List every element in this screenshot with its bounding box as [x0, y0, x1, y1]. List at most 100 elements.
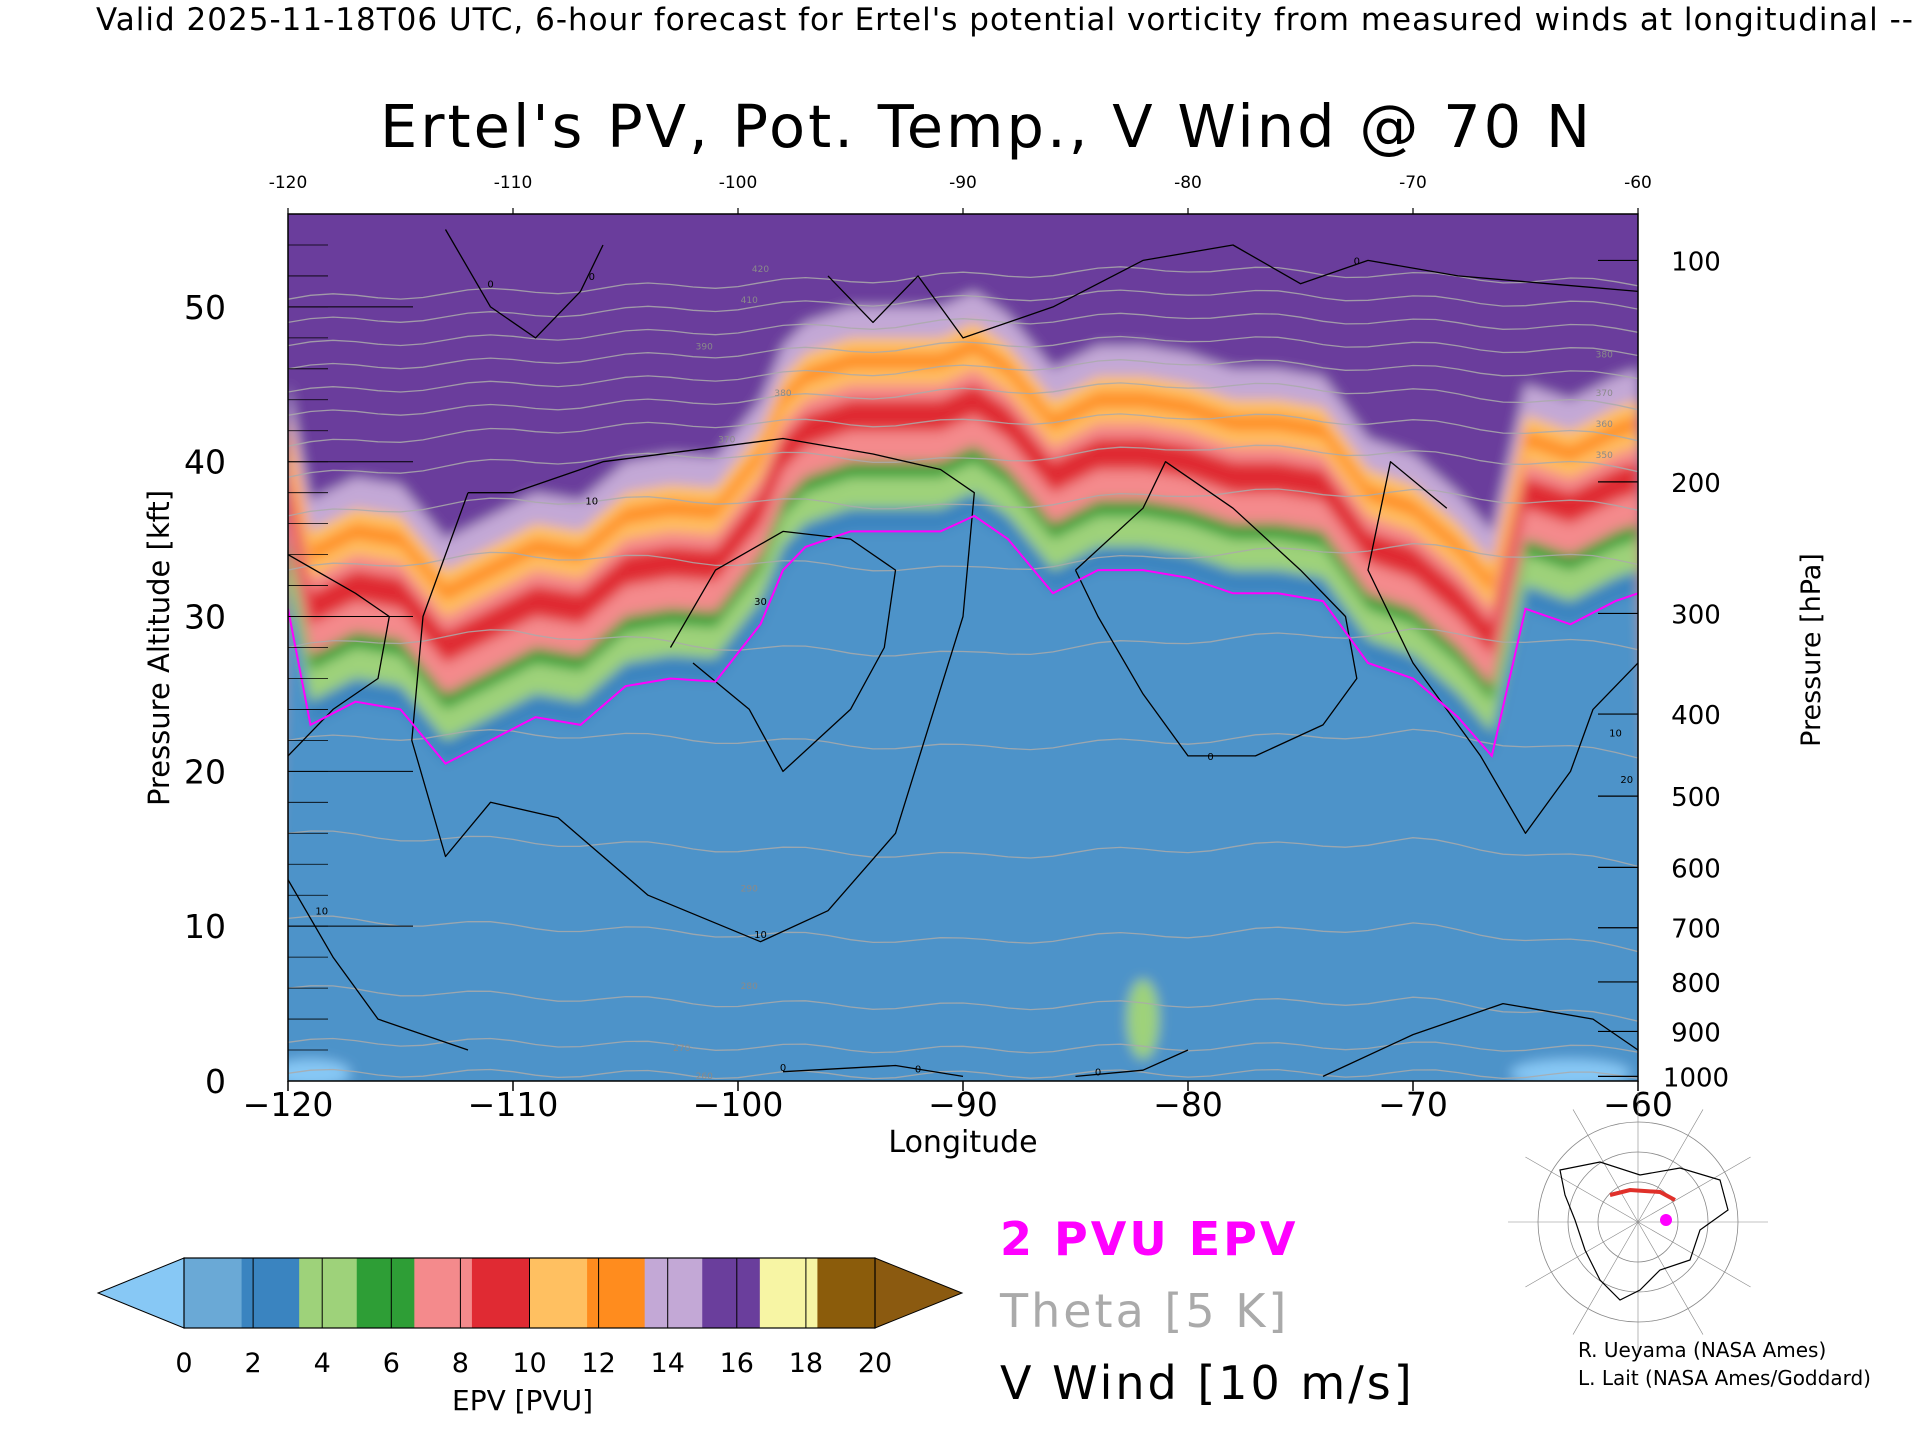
theta-contour-310 [288, 728, 1638, 759]
pressure-tick-label: 100 [1671, 247, 1721, 277]
theta-contour-260 [288, 1068, 1638, 1080]
map-coastline [1559, 1161, 1729, 1301]
map-section-line [1609, 1187, 1676, 1202]
v-wind-contour [288, 879, 469, 1051]
theta-contour-label: 280 [741, 982, 758, 992]
theta-contour-390 [288, 335, 1638, 370]
v-wind-contour-label: 0 [589, 272, 595, 283]
legend-epv-2pvu: 2 PVU EPV [1000, 1212, 1299, 1266]
epv-band-layers [288, 214, 1638, 1081]
theta-contour-label: 370 [1596, 389, 1613, 399]
v-wind-contour-label: 0 [1095, 1068, 1101, 1079]
colorbar-tick-label: 16 [720, 1348, 754, 1379]
v-wind-contour-label: 0 [487, 280, 493, 291]
pressure-tick-label: 400 [1671, 701, 1721, 731]
x-tick-label: −110 [468, 1085, 559, 1124]
theta-contour-290 [288, 915, 1638, 953]
theta-contour-label: 350 [1596, 451, 1613, 461]
theta-contour-330 [288, 542, 1638, 572]
epv-2pvu-contour [288, 514, 1638, 765]
theta-contour-label: 420 [752, 265, 769, 275]
colorbar-segment [414, 1258, 473, 1328]
theta-contour-label: 270 [673, 1044, 690, 1054]
pressure-tick-label: 300 [1671, 600, 1721, 630]
pressure-tick-label: 800 [1671, 969, 1721, 999]
epv-2pvu-line [288, 514, 1638, 765]
theta-contour-label: 360 [1596, 420, 1613, 430]
x-tick-label: −100 [693, 1085, 784, 1124]
v-wind-contour-label: 10 [1609, 729, 1622, 740]
v-wind-contour-label: 0 [1354, 256, 1360, 267]
v-wind-contour-label: 10 [754, 930, 767, 941]
y-tick-label: 20 [184, 752, 226, 791]
chart-title: Ertel's PV, Pot. Temp., V Wind @ 70 N [380, 92, 1594, 161]
legend-theta: Theta [5 K] [1000, 1284, 1290, 1338]
credit-line-2: L. Lait (NASA Ames/Goddard) [1578, 1366, 1871, 1390]
epv-filled-contours [288, 214, 1638, 1081]
v-wind-contour-label: 10 [585, 496, 598, 507]
v-wind-contour-label: 0 [915, 1065, 921, 1076]
theta-contour-420 [288, 266, 1638, 300]
colorbar-segment [702, 1258, 761, 1328]
theta-contour-label: 380 [1596, 350, 1613, 360]
top-x-tick-label: -60 [1624, 173, 1652, 193]
colorbar-segment [299, 1258, 358, 1328]
colorbar-segment [529, 1258, 588, 1328]
epv-band-surface [1127, 979, 1159, 1060]
v-wind-contour-label: 0 [1207, 752, 1213, 763]
v-wind-contour [827, 244, 1638, 339]
map-meridian [1637, 1221, 1751, 1288]
pressure-tick-label: 600 [1671, 854, 1721, 884]
pressure-tick-label: 200 [1671, 469, 1721, 499]
top-x-tick-label: -80 [1174, 173, 1202, 193]
v-wind-contour [1322, 1002, 1638, 1077]
colorbar-tick-label: 8 [452, 1348, 469, 1379]
top-x-tick-label: -110 [494, 173, 533, 193]
v-wind-contour [444, 229, 604, 339]
colorbar-label: EPV [PVU] [452, 1384, 594, 1417]
map-meridian [1637, 1221, 1704, 1335]
right-axis-label: Pressure [hPa] [1796, 553, 1827, 747]
theta-contour-400 [288, 312, 1638, 347]
colorbar-segment [241, 1258, 300, 1328]
x-axis-label: Longitude [888, 1125, 1037, 1160]
map-meridian [1637, 1156, 1751, 1223]
colorbar-tick-label: 4 [314, 1348, 331, 1379]
v-wind-contours [288, 229, 1638, 1078]
y-tick-label: 0 [205, 1062, 226, 1101]
theta-contour-360 [288, 413, 1638, 447]
colorbar-tick-label: 20 [858, 1348, 892, 1379]
map-meridian [1572, 1221, 1639, 1335]
theta-contour-label: 380 [774, 389, 791, 399]
y-tick-label: 50 [184, 288, 226, 327]
epv-band-troposphere [288, 515, 1638, 1081]
colorbar-tick-label: 2 [245, 1348, 262, 1379]
legend-v-wind: V Wind [10 m/s] [1000, 1356, 1415, 1410]
colorbar-tick-label: 10 [512, 1348, 546, 1379]
theta-contour-label: 390 [696, 343, 713, 353]
colorbar-segment [587, 1258, 646, 1328]
y-axis-label: Pressure Altitude [kft] [142, 490, 176, 806]
v-wind-contour [782, 1064, 964, 1078]
map-meridian [1525, 1221, 1639, 1288]
colorbar-tick-label: 12 [581, 1348, 615, 1379]
theta-contour-270 [288, 1037, 1638, 1054]
y-tick-label: 30 [184, 598, 226, 637]
forecast-valid-header: Valid 2025-11-18T06 UTC, 6-hour forecast… [96, 2, 1920, 38]
theta-contour-label: 290 [741, 884, 758, 894]
theta-contour-350 [288, 444, 1638, 478]
pressure-tick-label: 900 [1671, 1018, 1721, 1048]
v-wind-contour-label: 0 [780, 1063, 786, 1074]
theta-contour-380 [288, 359, 1638, 393]
epv-colorbar: 0 2 4 6 8 10 12 14 16 18 20 [96, 1257, 964, 1379]
theta-contour-320 [288, 628, 1638, 657]
colorbar-segment [817, 1258, 876, 1328]
colorbar-segment [644, 1258, 703, 1328]
v-wind-contour-label: 30 [754, 597, 767, 608]
map-meridian [1572, 1109, 1639, 1223]
x-tick-label: −120 [243, 1085, 334, 1124]
epv-band-surface [1510, 1059, 1631, 1081]
top-x-tick-label: -100 [719, 173, 758, 193]
pressure-tick-label: 1000 [1663, 1063, 1729, 1093]
